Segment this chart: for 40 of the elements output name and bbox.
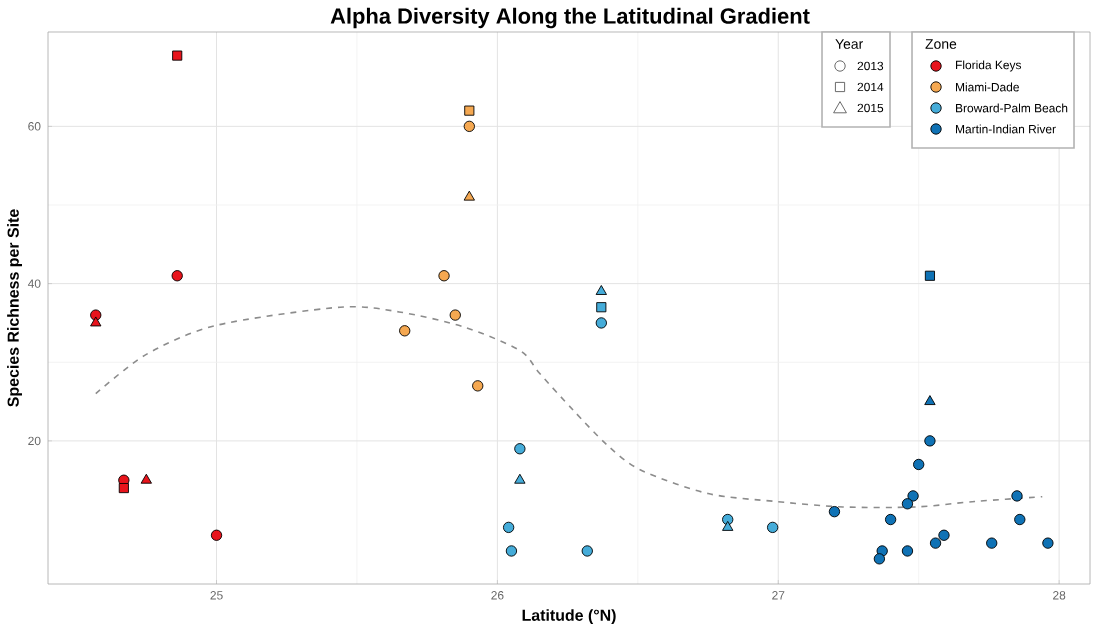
point	[399, 325, 411, 337]
point	[924, 395, 936, 406]
point	[924, 435, 936, 447]
point	[90, 316, 102, 327]
point	[1014, 513, 1026, 526]
point	[1042, 537, 1054, 549]
point	[913, 458, 925, 471]
point	[766, 521, 779, 534]
point	[873, 553, 886, 565]
point	[464, 105, 475, 116]
point	[172, 50, 183, 61]
point	[986, 537, 998, 549]
point	[514, 443, 526, 455]
point	[118, 483, 129, 494]
point	[463, 190, 475, 201]
point	[924, 270, 935, 281]
point	[884, 513, 897, 526]
point	[472, 380, 484, 392]
point	[596, 302, 607, 313]
point	[901, 545, 914, 557]
point	[595, 285, 607, 295]
point	[210, 529, 223, 541]
point	[502, 521, 515, 534]
point	[595, 317, 607, 329]
point	[140, 473, 152, 484]
point	[514, 473, 526, 484]
point	[722, 520, 734, 531]
point	[907, 490, 919, 502]
point	[171, 270, 183, 282]
point	[938, 529, 950, 541]
point	[1011, 490, 1023, 502]
point	[438, 270, 450, 282]
point	[449, 309, 461, 321]
point	[828, 506, 841, 518]
chart-title: Alpha Diversity Along the Latitudinal Gradient	[330, 7, 810, 29]
point	[505, 545, 518, 557]
point	[581, 545, 593, 557]
point	[463, 120, 475, 132]
point	[929, 537, 942, 549]
point	[901, 498, 914, 510]
